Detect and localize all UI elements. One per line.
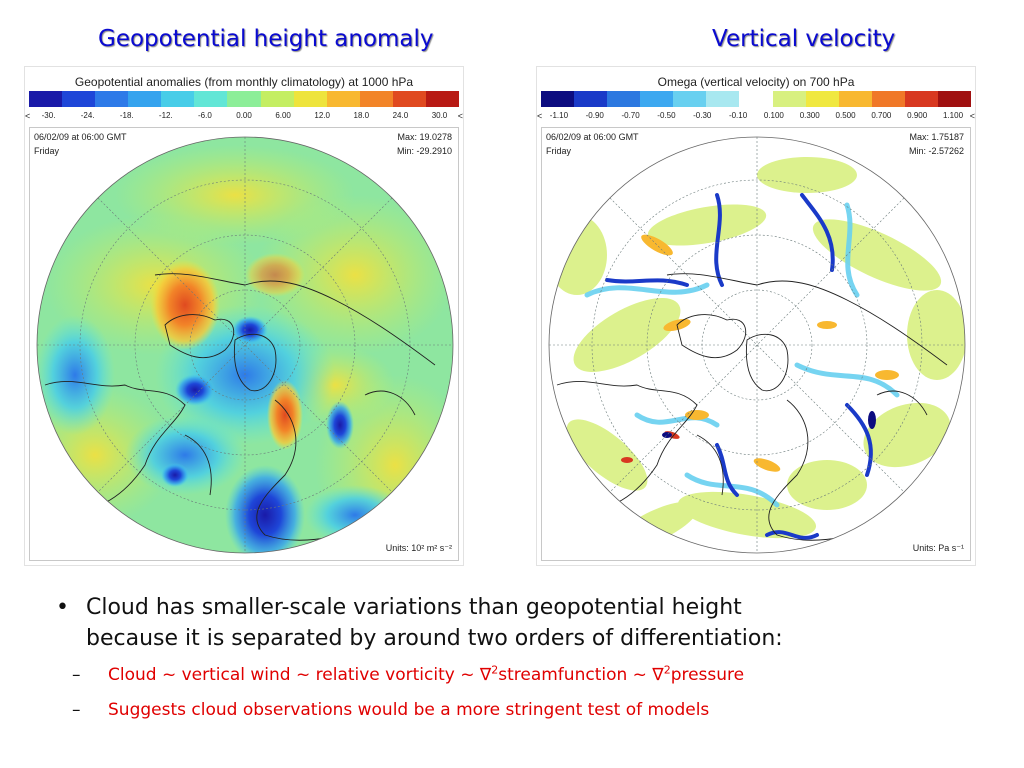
colorbar-tick-label: 0.900 [907,111,928,120]
colorbar-swatch [425,91,460,107]
colorbar-swatch [706,91,740,107]
geopotential-map-panel: Geopotential anomalies (from monthly cli… [24,66,464,566]
colorbar-tick-label: -24. [80,111,95,120]
colorbar-swatch [904,91,938,107]
colorbar-swatch [772,91,806,107]
colorbar-swatch [392,91,426,107]
colorbar-tick-label: 0.700 [871,111,892,120]
colorbar-upper-arrow: < [457,111,463,121]
colorbar-tick-label: 6.00 [275,111,291,120]
map-max: Max: 1.75187 [909,132,964,142]
colorbar-swatch [838,91,872,107]
colorbar-swatch [673,91,707,107]
colorbar-swatch [574,91,608,107]
colorbar-tick-label: 0.300 [799,111,820,120]
colorbar-labels: -30. -24. -18. -12. -6.0 0.00 6.00 12.0 18.0 24.0… [29,111,459,120]
map-day: Friday [34,146,60,156]
colorbar-tick-label: 1.100 [943,111,964,120]
right-panel-heading: Vertical velocity [712,26,896,52]
colorbar-tick-label: 18.0 [353,111,370,120]
colorbar-swatch [260,91,294,107]
colorbar-swatch [161,91,195,107]
colorbar-tick-label: -0.70 [621,111,640,120]
map-units: Units: 10² m² s⁻² [385,543,452,553]
sub-bullet-dash: – [72,700,81,720]
superscript: 2 [491,663,499,677]
map-units: Units: Pa s⁻¹ [912,543,964,553]
map-day: Friday [546,146,572,156]
map-title: Omega (vertical velocity) on 700 hPa [657,75,855,89]
colorbar-swatch [541,91,575,107]
sub-bullet-1-text-c: pressure [670,665,745,685]
colorbar-swatch [29,91,63,107]
colorbar-tick-label: -0.90 [585,111,604,120]
colorbar-tick-label: 12.0 [314,111,330,120]
polar-map-geopotential [36,136,454,554]
colorbar-tick-label: 30.0 [431,111,448,120]
bullet-list: • Cloud has smaller-scale variations tha… [48,592,1008,728]
bullet-dot: • [56,595,69,620]
polar-map-vertical-velocity [548,136,966,554]
colorbar-tick-label: -0.10 [728,111,748,120]
colorbar-swatch [62,91,96,107]
map-date: 06/02/09 at 06:00 GMT [34,132,127,142]
sub-bullet-2-text: Suggests cloud observations would be a m… [108,700,710,720]
colorbar-tick-label: 0.500 [835,111,856,120]
colorbar-swatch [805,91,839,107]
colorbar-labels: -1.10 -0.90 -0.70 -0.50 -0.30 -0.10 0.100 0.300… [541,111,971,120]
sub-bullet-1-text-a: Cloud ~ vertical wind ~ relative vortici… [108,665,492,685]
map-date: 06/02/09 at 06:00 GMT [546,132,639,142]
colorbar-swatch [128,91,162,107]
colorbar-swatch [359,91,393,107]
colorbar-upper-arrow: < [969,111,975,121]
vertical-velocity-map-panel: Omega (vertical velocity) on 700 hPa < -… [536,66,976,566]
sub-bullet-1-text-b: streamfunction ~ ∇ [498,665,664,685]
colorbar-tick-label: -0.50 [657,111,676,120]
colorbar-tick-label: 0.00 [236,111,252,120]
colorbar-tick-label: -18. [119,111,134,120]
colorbar-swatch [937,91,972,107]
colorbar-swatch [194,91,228,107]
colorbar-tick-label: -1.10 [549,111,569,120]
colorbar-swatch [640,91,674,107]
colorbar-lower-arrow: < [25,111,31,121]
colorbar-swatch [739,91,773,107]
colorbar-swatch [871,91,905,107]
map-min: Min: -29.2910 [396,146,452,156]
map-max: Max: 19.0278 [397,132,452,142]
colorbar-tick-label: 0.100 [763,111,784,120]
colorbar-swatch [227,91,261,107]
colorbar-swatch [293,91,327,107]
colorbar-tick-label: -0.30 [693,111,712,120]
sub-bullet-2: – Suggests cloud observations would be a… [48,693,1008,728]
left-panel-heading: Geopotential height anomaly [98,26,434,52]
colorbar-swatch [95,91,129,107]
colorbar-tick-label: -12. [158,111,173,120]
main-bullet: • Cloud has smaller-scale variations tha… [48,592,1008,654]
colorbar-swatch [607,91,641,107]
map-frame: 06/02/09 at 06:00 GMT Friday Max: 19.027… [29,127,459,561]
main-bullet-line-2: because it is separated by around two or… [86,626,783,651]
colorbar-swatch [326,91,360,107]
map-title: Geopotential anomalies (from monthly cli… [74,75,414,89]
colorbar [29,91,460,107]
colorbar-tick-label: -6.0 [198,111,212,120]
sub-bullet-1: – Cloud ~ vertical wind ~ relative vorti… [48,658,1008,693]
map-frame: 06/02/09 at 06:00 GMT Friday Max: 1.7518… [541,127,971,561]
colorbar-tick-label: 24.0 [392,111,409,120]
main-bullet-line-1: Cloud has smaller-scale variations than … [86,595,742,620]
colorbar-lower-arrow: < [537,111,543,121]
colorbar-tick-label: -30. [41,111,56,120]
map-min: Min: -2.57262 [908,146,964,156]
colorbar [541,91,972,107]
sub-bullet-dash: – [72,665,81,685]
superscript: 2 [663,663,671,677]
